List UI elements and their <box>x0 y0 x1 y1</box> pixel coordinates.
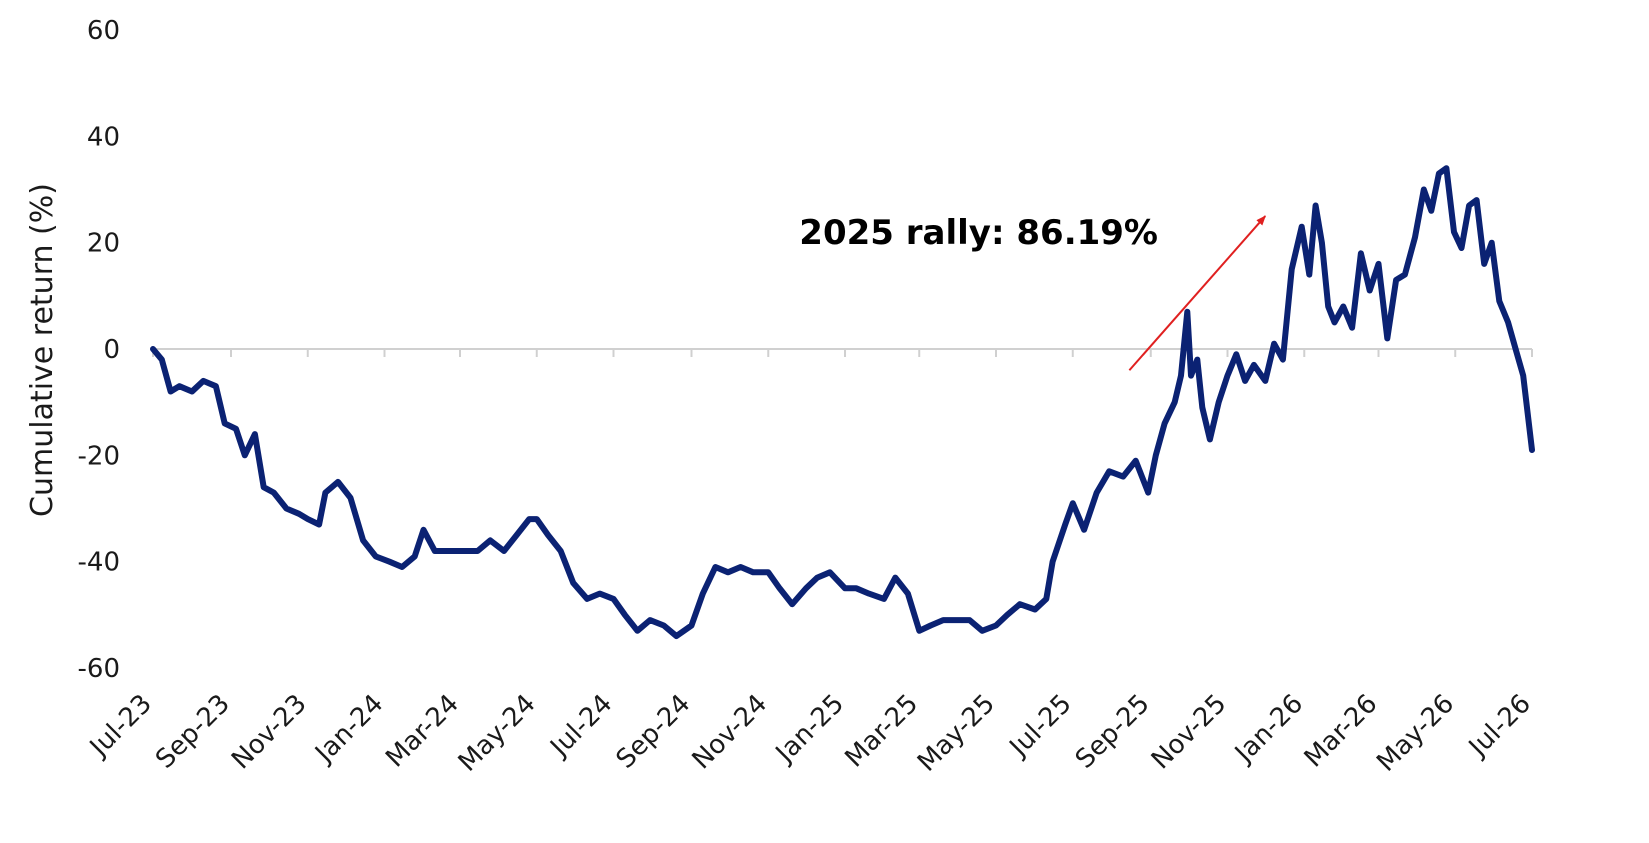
x-tick-label: Mar-24 <box>380 689 465 774</box>
series-group <box>150 165 1535 640</box>
x-tick-label: Jan-24 <box>308 689 389 770</box>
x-tick-label: May-26 <box>1371 689 1460 778</box>
y-axis-title: Cumulative return (%) <box>25 183 60 517</box>
x-tick-label: Jan-26 <box>1228 689 1309 770</box>
series-line <box>150 165 1535 640</box>
x-tick-label: Jul-25 <box>1003 689 1078 764</box>
x-tick-label: Jan-25 <box>769 689 850 770</box>
x-tick-label: Nov-23 <box>226 689 313 776</box>
x-tick-label: Jul-24 <box>544 689 619 764</box>
x-tick-label: Sep-24 <box>611 689 697 775</box>
x-tick-label: Sep-23 <box>150 689 236 775</box>
y-tick-label: 20 <box>87 229 120 259</box>
x-tick-label: May-24 <box>453 689 542 778</box>
y-tick-label: 60 <box>87 16 120 46</box>
annotation-label: 2025 rally: 86.19% <box>799 213 1158 253</box>
annotations: 2025 rally: 86.19% <box>799 213 1267 371</box>
y-tick-label: 0 <box>103 335 120 365</box>
y-axis-tick-labels: 60 40 20 0 -20 -40 -60 <box>78 16 120 684</box>
y-tick-label: -60 <box>78 654 120 684</box>
x-tick-label: Mar-26 <box>1299 689 1384 774</box>
x-tick-label: May-25 <box>912 689 1001 778</box>
y-tick-label: -40 <box>78 548 120 578</box>
x-tick-label: Sep-25 <box>1070 689 1156 775</box>
x-tick-label: Nov-25 <box>1146 689 1233 776</box>
x-tick-label: Mar-25 <box>839 689 924 774</box>
zero-axis <box>152 348 1533 357</box>
y-tick-label: 40 <box>87 122 120 152</box>
x-tick-label: Jul-26 <box>1462 689 1537 764</box>
annotation-arrow <box>1128 215 1267 371</box>
x-tick-label: Nov-24 <box>687 689 774 776</box>
y-tick-label: -20 <box>78 441 120 471</box>
x-tick-label: Jul-23 <box>83 689 158 764</box>
